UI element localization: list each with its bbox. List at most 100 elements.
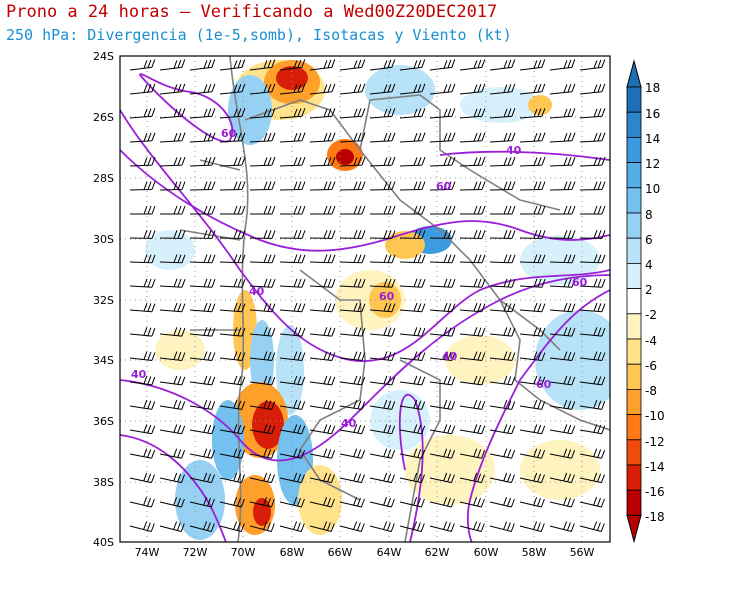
wind-barb bbox=[219, 497, 245, 508]
wind-barb bbox=[249, 83, 276, 95]
wind-barb bbox=[159, 375, 186, 386]
colorbar-swatch bbox=[626, 86, 642, 113]
wind-barb bbox=[489, 497, 515, 508]
wind-barb bbox=[189, 108, 216, 119]
wind-barb bbox=[309, 399, 336, 410]
wind-barb bbox=[520, 205, 546, 215]
wind-barb bbox=[219, 59, 246, 71]
wind-barb bbox=[549, 132, 576, 143]
colorbar-swatch bbox=[626, 237, 642, 264]
wind-barb bbox=[279, 302, 306, 313]
wind-barb bbox=[369, 351, 396, 361]
wind-barb bbox=[459, 497, 485, 508]
wind-barb bbox=[399, 278, 426, 288]
wind-barb bbox=[129, 302, 156, 313]
wind-barb bbox=[219, 424, 246, 435]
wind-barb bbox=[189, 156, 216, 167]
wind-barb bbox=[339, 254, 366, 264]
wind-barb bbox=[549, 497, 575, 508]
wind-barb bbox=[249, 521, 275, 532]
wind-barb bbox=[579, 448, 606, 459]
wind-barb bbox=[219, 132, 246, 143]
wind-barb bbox=[249, 108, 276, 119]
wind-barb bbox=[519, 254, 546, 264]
wind-barb bbox=[369, 59, 396, 71]
colorbar-label: 2 bbox=[645, 283, 653, 297]
wind-barb bbox=[129, 351, 156, 361]
map-frame bbox=[119, 55, 611, 543]
wind-barb bbox=[429, 302, 456, 313]
wind-barb bbox=[579, 497, 605, 508]
colorbar-label: 8 bbox=[645, 208, 653, 222]
wind-barb bbox=[159, 108, 186, 119]
colorbar-label: -18 bbox=[645, 510, 665, 524]
wind-barb bbox=[189, 375, 216, 386]
wind-barb bbox=[129, 375, 156, 386]
wind-barb bbox=[189, 497, 215, 508]
wind-barb bbox=[459, 108, 486, 119]
wind-barb bbox=[579, 181, 606, 191]
wind-barb bbox=[339, 108, 366, 119]
wind-barb bbox=[579, 302, 606, 313]
wind-barb bbox=[309, 327, 336, 337]
wind-barb bbox=[519, 302, 546, 313]
wind-barb bbox=[189, 83, 216, 95]
wind-barb bbox=[429, 83, 456, 95]
wind-barb bbox=[310, 205, 336, 215]
wind-barb bbox=[399, 230, 426, 239]
wind-barb bbox=[129, 132, 156, 143]
wind-barb bbox=[159, 278, 186, 288]
wind-barb bbox=[429, 156, 456, 167]
wind-barb bbox=[549, 351, 576, 361]
wind-barb bbox=[549, 230, 576, 239]
wind-barb bbox=[159, 399, 186, 410]
wind-barb bbox=[279, 108, 306, 119]
wind-barb bbox=[519, 278, 546, 288]
wind-barb bbox=[369, 181, 396, 191]
isotach-label: 40 bbox=[506, 144, 522, 157]
colorbar-swatch bbox=[626, 388, 642, 415]
wind-barb bbox=[369, 497, 395, 508]
wind-barb bbox=[339, 156, 366, 167]
wind-barb bbox=[129, 472, 155, 484]
wind-barb bbox=[519, 448, 546, 459]
colorbar-label: -14 bbox=[645, 460, 665, 474]
wind-barb bbox=[189, 132, 216, 143]
colorbar-label: 12 bbox=[645, 157, 661, 171]
wind-barb bbox=[549, 83, 576, 95]
wind-barb bbox=[429, 448, 456, 459]
wind-barb bbox=[339, 278, 366, 288]
wind-barb bbox=[399, 132, 426, 143]
wind-barb bbox=[279, 472, 305, 484]
wind-barb bbox=[189, 302, 216, 313]
colorbar-bottom-arrow bbox=[626, 514, 642, 544]
wind-barb bbox=[519, 327, 546, 337]
wind-barb bbox=[249, 230, 276, 239]
isotach-label: 60 bbox=[436, 180, 452, 193]
colorbar bbox=[626, 59, 642, 544]
wind-barb bbox=[459, 83, 486, 95]
wind-barb bbox=[220, 205, 246, 215]
wind-barb bbox=[579, 156, 606, 167]
wind-barb bbox=[249, 327, 276, 337]
wind-barb bbox=[339, 181, 366, 191]
wind-barb bbox=[339, 399, 366, 410]
wind-barb bbox=[129, 278, 156, 288]
colorbar-label: 14 bbox=[645, 132, 661, 146]
wind-barb bbox=[159, 302, 186, 313]
colorbar-label: -10 bbox=[645, 409, 665, 423]
wind-barb bbox=[219, 156, 246, 167]
wind-barb bbox=[309, 448, 336, 459]
wind-barb bbox=[129, 254, 156, 264]
wind-barb bbox=[459, 302, 486, 313]
wind-barb bbox=[429, 254, 456, 264]
wind-barb bbox=[429, 497, 455, 508]
wind-barb bbox=[219, 472, 245, 484]
isotach-label: 60 bbox=[221, 127, 237, 140]
wind-barb bbox=[309, 472, 335, 484]
wind-barb bbox=[129, 327, 156, 337]
wind-barb bbox=[189, 254, 216, 264]
wind-barb bbox=[549, 278, 576, 288]
wind-barb bbox=[549, 59, 576, 71]
wind-barb bbox=[369, 132, 396, 143]
